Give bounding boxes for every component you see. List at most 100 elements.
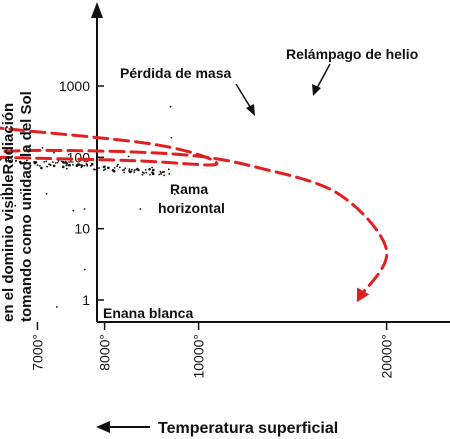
star-point — [135, 168, 138, 171]
y-tick-label: 10 — [74, 221, 90, 237]
star-point — [65, 164, 68, 167]
star-point — [46, 165, 49, 168]
y-axis-label-line2: tomando como unidad la del Sol — [18, 91, 35, 322]
star-point — [112, 169, 116, 173]
star-point — [68, 163, 71, 167]
star-point — [56, 306, 58, 308]
star-point — [162, 170, 165, 173]
star-point — [163, 174, 166, 177]
star-point — [83, 164, 86, 167]
annotation-horizontal-branch-1: Rama — [170, 181, 208, 197]
star-point — [76, 163, 79, 166]
star-point — [89, 164, 92, 167]
star-point — [35, 161, 37, 164]
star-point — [98, 167, 100, 169]
star-point — [65, 167, 68, 170]
star-point — [151, 171, 154, 174]
star-point — [63, 162, 66, 164]
annotation-white-dwarf: Enana blanca — [103, 305, 193, 321]
star-point — [36, 164, 39, 167]
star-point — [86, 164, 89, 167]
star-point — [116, 165, 118, 168]
x-ticks: 20000°10000°8000°7000°6000°5000°4000°300… — [29, 322, 395, 379]
star-point — [51, 161, 54, 164]
star-point — [113, 167, 116, 169]
helium-flash-pointer-head — [312, 84, 321, 96]
star-point — [145, 171, 148, 174]
star-point — [141, 173, 144, 176]
star-point — [75, 164, 79, 168]
star-point — [131, 168, 133, 171]
star-point — [60, 160, 63, 163]
y-axis-label-line1: en el dominio visibleRadiación — [0, 103, 17, 322]
star-point — [40, 166, 43, 170]
star-point — [128, 168, 131, 171]
star-point — [127, 155, 130, 158]
star-point — [39, 165, 41, 167]
annotation-mass-loss: Pérdida de masa — [120, 65, 231, 81]
star-point — [133, 171, 136, 174]
star-point — [0, 159, 1, 162]
star-point — [130, 170, 133, 173]
x-tick-label: 10000° — [191, 334, 207, 379]
y-tick-label: 100 — [67, 149, 91, 165]
annotation-helium-flash: Relámpago de helio — [286, 46, 418, 62]
x-label-arrow-head — [96, 421, 110, 433]
mass-loss-pointer — [235, 83, 253, 111]
star-point — [43, 161, 46, 163]
star-point — [139, 208, 142, 210]
star-point — [148, 168, 151, 171]
star-point — [173, 193, 176, 195]
star-point — [90, 162, 94, 166]
star-point — [49, 164, 52, 167]
star-point — [103, 169, 105, 172]
star-point — [9, 159, 12, 162]
star-point — [85, 163, 88, 165]
star-point — [104, 168, 107, 171]
star-point — [159, 170, 162, 173]
star-point — [15, 160, 17, 162]
axes — [91, 2, 450, 433]
star-point — [41, 146, 44, 149]
star-point — [158, 173, 161, 176]
y-tick-label: 1000 — [59, 78, 90, 94]
star-point — [137, 168, 140, 172]
star-point — [169, 105, 172, 108]
white-dwarf-arrow-head — [356, 287, 370, 303]
star-point — [20, 192, 22, 194]
x-tick-label: 20000° — [379, 334, 395, 379]
star-point — [118, 166, 121, 169]
star-point — [117, 163, 119, 166]
star-point — [102, 165, 106, 169]
x-tick-label: 8000° — [97, 334, 113, 371]
star-point — [33, 160, 36, 163]
star-point — [83, 268, 86, 271]
star-point — [168, 173, 171, 175]
star-point — [167, 168, 170, 171]
star-point — [78, 163, 80, 166]
star-point — [7, 159, 9, 162]
star-point — [25, 161, 28, 164]
annotation-horizontal-branch-2: horizontal — [158, 200, 225, 216]
star-point — [29, 164, 32, 167]
star-point — [122, 169, 124, 172]
star-point — [53, 151, 55, 154]
star-point — [52, 164, 56, 168]
star-point — [107, 166, 110, 170]
star-point — [83, 208, 86, 210]
mass-loss-track — [0, 126, 389, 299]
y-ticks: 1 10 100 1000 — [59, 78, 104, 308]
star-point — [123, 171, 125, 174]
star-point — [72, 209, 75, 212]
mass-loss-pointer-head — [246, 104, 255, 116]
star-point — [57, 159, 60, 162]
star-point — [45, 160, 48, 163]
star-point — [65, 162, 68, 165]
star-point — [56, 161, 59, 164]
star-point — [0, 194, 2, 196]
star-point — [143, 172, 145, 174]
x-axis-label: Temperatura superficial — [158, 420, 338, 437]
star-point — [80, 164, 84, 167]
star-point — [23, 161, 26, 164]
star-point — [64, 160, 67, 163]
